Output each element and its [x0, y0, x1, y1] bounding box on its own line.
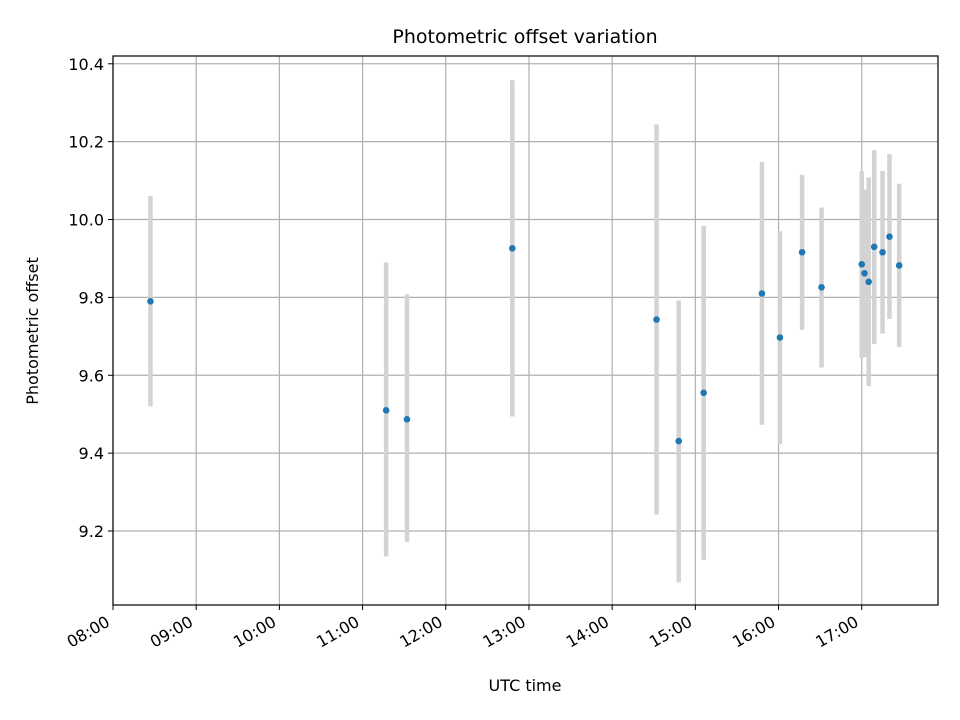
y-tick-label: 10.4: [68, 55, 104, 74]
data-points: [147, 233, 903, 445]
data-point: [865, 278, 872, 286]
y-tick-label: 9.4: [79, 444, 104, 463]
data-point: [798, 248, 806, 256]
y-tick-label: 10.0: [68, 211, 104, 230]
data-point: [895, 262, 903, 269]
data-point: [700, 389, 707, 397]
data-point: [509, 245, 516, 252]
chart-title: Photometric offset variation: [392, 26, 657, 48]
data-point: [861, 269, 868, 277]
data-point: [403, 415, 411, 423]
data-point: [879, 248, 886, 256]
y-tick-label: 9.8: [79, 288, 104, 307]
y-tick-label: 9.6: [79, 366, 104, 385]
data-point: [382, 407, 390, 414]
data-point: [653, 316, 660, 323]
data-point: [870, 243, 878, 251]
y-axis-label: Photometric offset: [23, 257, 42, 405]
data-point: [776, 334, 784, 341]
data-point: [147, 297, 154, 305]
y-tick-label: 9.2: [79, 522, 104, 541]
x-axis-label: UTC time: [489, 676, 562, 695]
y-axis-ticks: 9.2 9.4 9.6 9.8 10.0 10.2 10.4: [68, 55, 113, 541]
data-point: [858, 261, 866, 268]
plot-frame: [112, 55, 939, 606]
data-point: [886, 233, 893, 240]
data-point: [818, 283, 825, 291]
y-tick-label: 10.2: [68, 133, 104, 152]
data-point: [758, 290, 766, 297]
data-point: [675, 437, 683, 445]
